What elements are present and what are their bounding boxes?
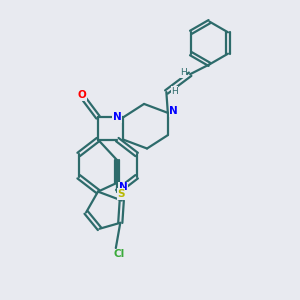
Text: S: S bbox=[117, 189, 125, 199]
Text: N: N bbox=[113, 112, 122, 122]
Text: N: N bbox=[119, 182, 128, 192]
Text: Cl: Cl bbox=[113, 249, 124, 259]
Text: O: O bbox=[77, 90, 86, 100]
Text: H: H bbox=[171, 87, 178, 96]
Text: N: N bbox=[169, 106, 178, 116]
Text: H: H bbox=[180, 68, 187, 77]
